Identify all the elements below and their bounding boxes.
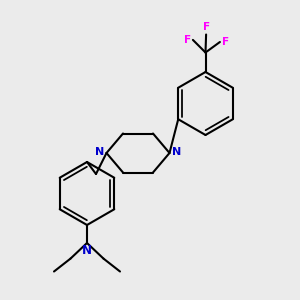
Text: F: F <box>222 37 229 47</box>
Text: F: F <box>184 35 191 45</box>
Text: N: N <box>95 147 104 158</box>
Text: N: N <box>172 147 181 158</box>
Text: F: F <box>202 22 210 32</box>
Text: N: N <box>82 244 92 257</box>
